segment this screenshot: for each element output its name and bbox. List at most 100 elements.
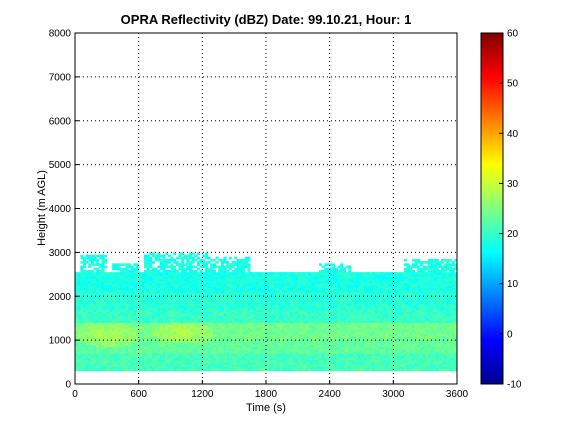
- heat-cell: [194, 313, 198, 317]
- heat-cell: [273, 335, 278, 339]
- heat-cell: [300, 296, 304, 299]
- heat-cell: [268, 305, 272, 308]
- heat-cell: [157, 280, 161, 284]
- heat-cell: [101, 337, 105, 341]
- heat-cell: [98, 283, 102, 286]
- heat-cell: [173, 305, 177, 308]
- heat-cell: [289, 353, 293, 356]
- heat-cell: [297, 278, 301, 282]
- heat-cell: [207, 307, 211, 310]
- heat-cell: [183, 302, 187, 306]
- heat-cell: [297, 359, 301, 363]
- heat-cell: [143, 348, 148, 352]
- heat-cell: [128, 285, 132, 288]
- heat-cell: [327, 300, 331, 304]
- heat-cell: [104, 287, 108, 291]
- heat-cell: [186, 344, 190, 348]
- heat-cell: [82, 322, 87, 326]
- heat-cell: [345, 322, 349, 326]
- heat-cell: [263, 289, 267, 293]
- heat-cell: [263, 353, 267, 356]
- heat-cell: [263, 366, 267, 370]
- heat-cell: [149, 324, 153, 328]
- heat-cell: [125, 357, 129, 361]
- heat-cell: [157, 302, 161, 306]
- heat-cell: [112, 294, 116, 297]
- heat-cell: [101, 283, 105, 286]
- heat-cell: [273, 307, 278, 310]
- heat-cell: [125, 344, 129, 348]
- heat-cell: [292, 315, 296, 319]
- heat-cell: [281, 278, 285, 282]
- heat-cell: [305, 274, 309, 277]
- heat-cell: [223, 342, 227, 345]
- heat-cell: [122, 348, 126, 352]
- heat-cell: [157, 252, 161, 255]
- heat-cell: [125, 353, 129, 356]
- heat-cell: [337, 302, 341, 306]
- heat-cell: [321, 305, 325, 308]
- heat-cell: [146, 256, 150, 260]
- heat-cell: [276, 291, 280, 295]
- heat-cell: [104, 313, 108, 317]
- heat-cell: [88, 344, 92, 348]
- heat-cell: [125, 368, 129, 372]
- heat-cell: [297, 335, 301, 339]
- heat-cell: [173, 267, 177, 271]
- heat-cell: [220, 287, 224, 291]
- heat-cell: [244, 320, 248, 323]
- heat-cell: [311, 300, 315, 304]
- heat-cell: [228, 263, 232, 266]
- heat-cell: [85, 355, 89, 359]
- heat-cell: [332, 294, 336, 297]
- heat-cell: [236, 291, 240, 295]
- heat-cell: [90, 331, 94, 334]
- heat-cell: [281, 283, 285, 286]
- heat-cell: [75, 307, 79, 310]
- heat-cell: [167, 254, 171, 258]
- heat-cell: [348, 326, 352, 330]
- heat-cell: [212, 294, 216, 297]
- heat-cell: [207, 355, 211, 359]
- heat-cell: [183, 276, 187, 280]
- heat-cell: [284, 318, 288, 321]
- heat-cell: [138, 276, 142, 280]
- heat-cell: [279, 355, 283, 359]
- heat-cell: [284, 283, 288, 286]
- heat-cell: [337, 280, 341, 284]
- heat-cell: [117, 342, 121, 345]
- heat-cell: [231, 324, 235, 328]
- heat-cell: [289, 329, 293, 332]
- heat-cell: [239, 283, 243, 286]
- heat-cell: [212, 283, 216, 286]
- heat-cell: [244, 272, 248, 275]
- heat-cell: [287, 366, 291, 370]
- heat-cell: [181, 291, 185, 295]
- heat-cell: [120, 331, 124, 334]
- heat-cell: [80, 329, 84, 332]
- heat-cell: [146, 331, 150, 334]
- heat-cell: [93, 285, 97, 288]
- heat-cell: [199, 265, 203, 269]
- heat-cell: [228, 256, 232, 260]
- heat-cell: [157, 362, 161, 365]
- heat-cell: [223, 280, 227, 284]
- heat-cell: [289, 291, 293, 295]
- heat-cell: [101, 320, 105, 323]
- heat-cell: [191, 309, 195, 312]
- heat-cell: [204, 287, 209, 291]
- heat-cell: [130, 342, 134, 345]
- heat-cell: [167, 313, 171, 317]
- heat-cell: [242, 298, 246, 302]
- heat-cell: [77, 326, 81, 330]
- heat-cell: [189, 368, 193, 372]
- heat-cell: [186, 368, 190, 372]
- heat-cell: [136, 344, 140, 348]
- heat-cell: [109, 359, 113, 363]
- heat-cell: [125, 329, 129, 332]
- heat-cell: [276, 359, 280, 363]
- heat-cell: [82, 320, 87, 323]
- heat-cell: [120, 276, 124, 280]
- heat-cell: [287, 311, 291, 315]
- heat-cell: [204, 362, 209, 365]
